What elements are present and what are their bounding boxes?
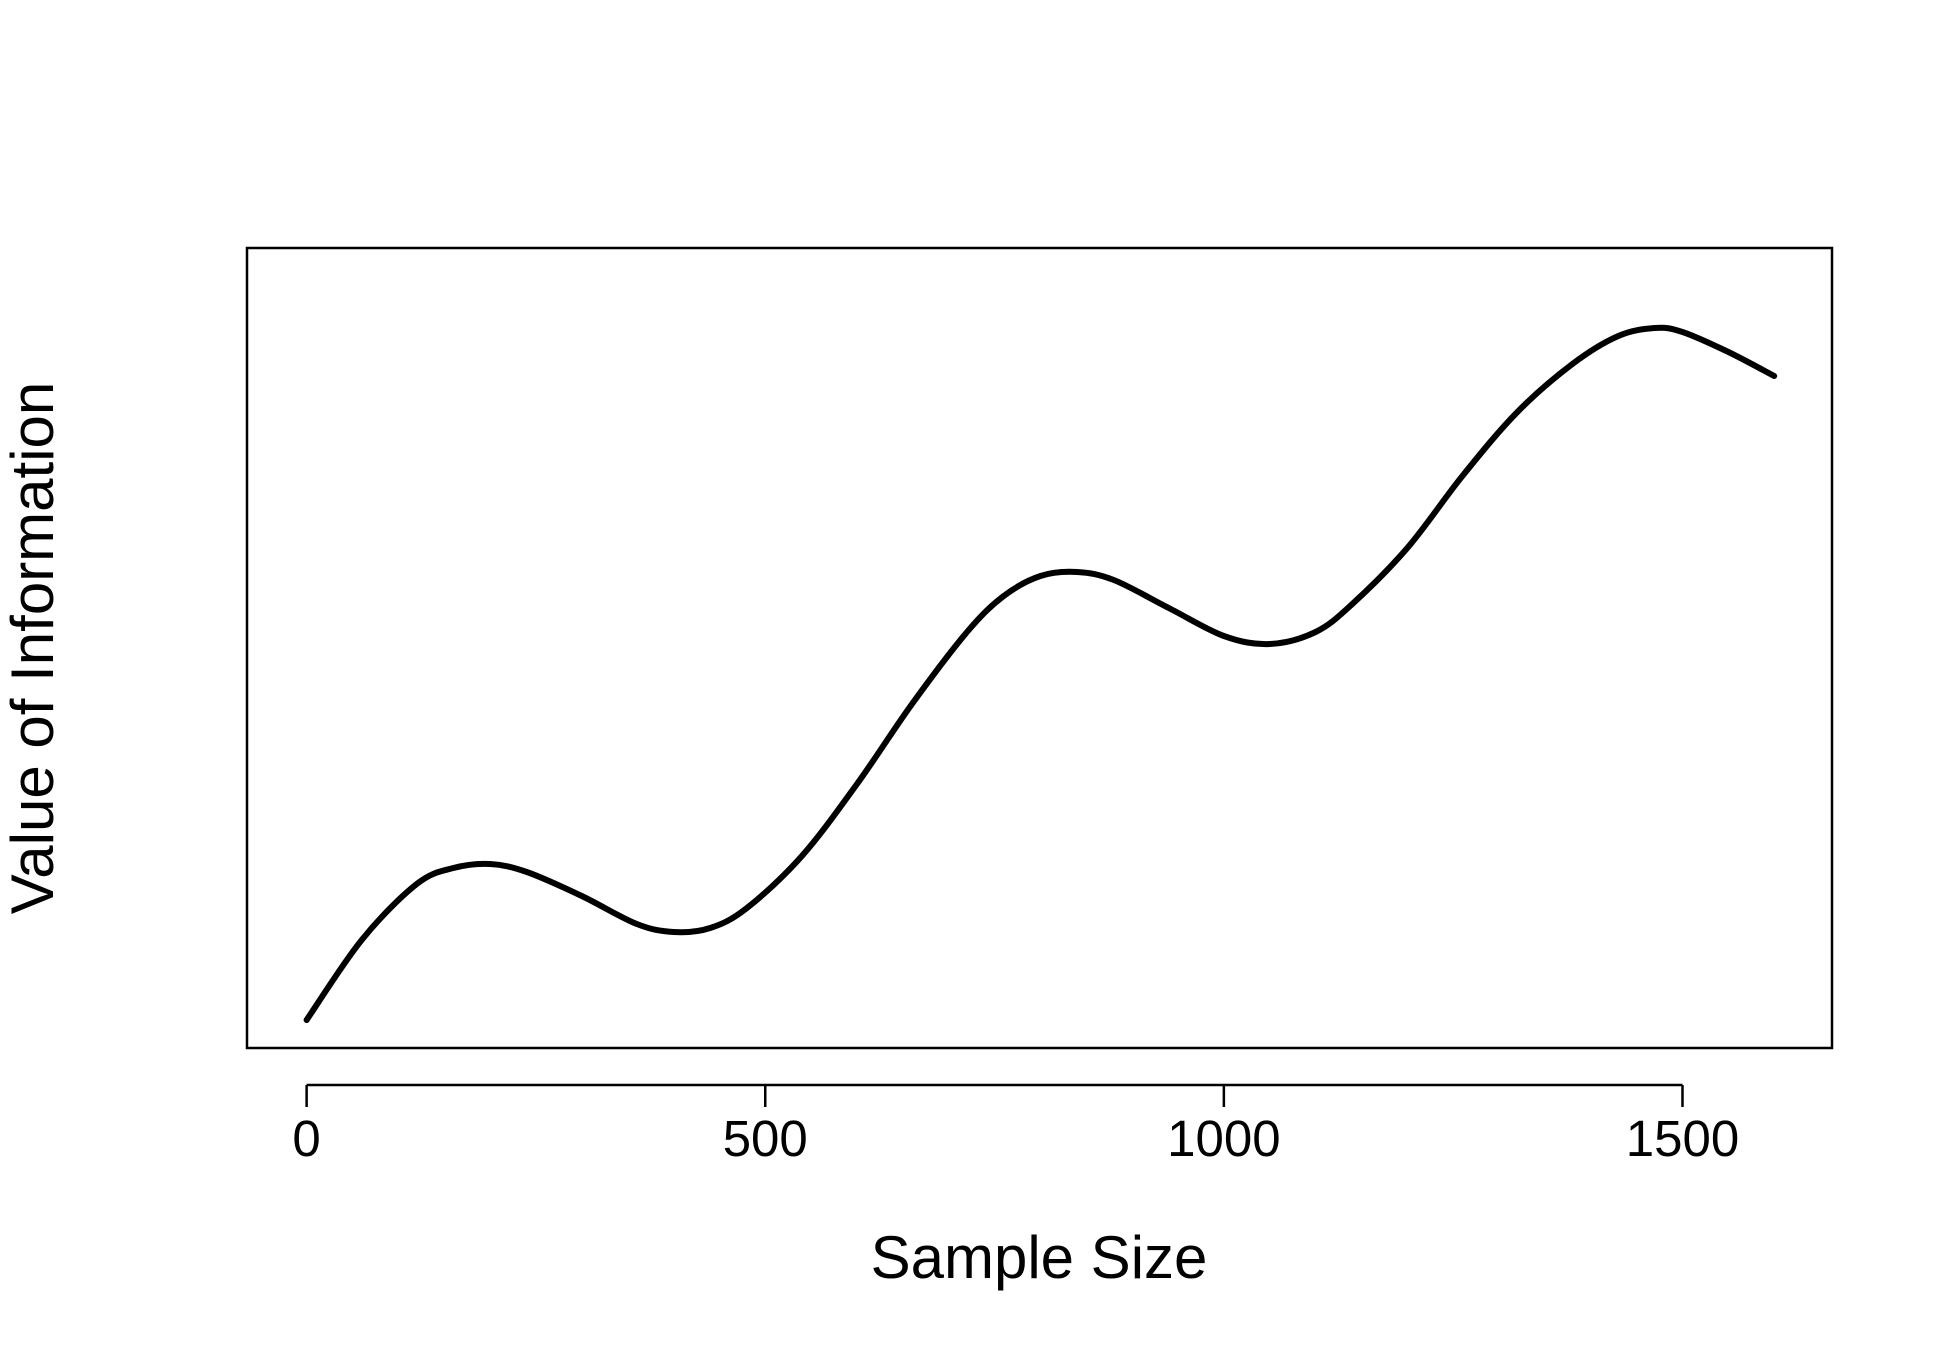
x-axis-title: Sample Size <box>871 1224 1208 1291</box>
x-tick-label: 1500 <box>1626 1110 1739 1167</box>
x-tick-label: 500 <box>723 1110 808 1167</box>
x-tick-label: 0 <box>292 1110 320 1167</box>
x-axis: 0 500 1000 1500 <box>292 1083 1739 1167</box>
series-layer <box>303 324 1778 1023</box>
plot-frame <box>245 246 1834 1050</box>
y-axis-title: Value of Information <box>0 382 66 915</box>
x-tick-label: 1000 <box>1167 1110 1280 1167</box>
series-line <box>303 324 1778 1023</box>
